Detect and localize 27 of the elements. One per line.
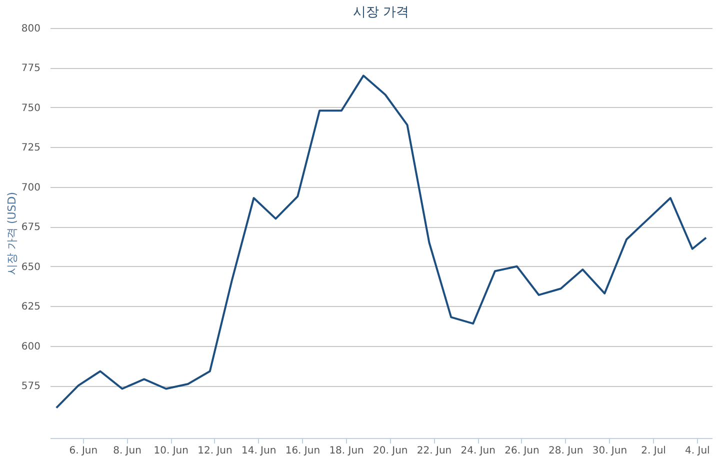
x-tick-label: 16. Jun xyxy=(285,446,320,456)
y-tick-label: 725 xyxy=(21,142,40,154)
y-tick-label: 750 xyxy=(21,102,40,114)
y-tick-label: 650 xyxy=(21,262,40,273)
x-tick-label: 18. Jun xyxy=(329,446,364,456)
x-tick-label: 28. Jun xyxy=(548,446,584,456)
y-tick-label: 675 xyxy=(21,222,40,234)
x-tick-label: 8. Jun xyxy=(113,446,142,456)
x-tick-label: 30. Jun xyxy=(592,446,628,456)
y-tick-label: 775 xyxy=(21,63,40,74)
y-tick-label: 575 xyxy=(21,381,40,392)
x-tick-label: 26. Jun xyxy=(504,446,540,456)
y-tick-label: 700 xyxy=(21,182,40,194)
x-tick-label: 6. Jun xyxy=(69,446,98,456)
x-tick-label: 2. Jul xyxy=(641,446,666,456)
x-tick-label: 20. Jun xyxy=(373,446,408,456)
x-tick-label: 14. Jun xyxy=(241,446,276,456)
chart-title: 시장 가격 xyxy=(352,5,410,20)
y-tick-label: 625 xyxy=(21,302,40,313)
x-tick-label: 22. Jun xyxy=(416,446,452,456)
y-axis-title: 시장 가격 (USD) xyxy=(5,192,18,276)
y-tick-label: 600 xyxy=(21,341,40,352)
y-tick-label: 800 xyxy=(21,24,40,34)
x-tick-label: 24. Jun xyxy=(460,446,496,456)
x-tick-label: 12. Jun xyxy=(198,446,232,456)
x-tick-label: 10. Jun xyxy=(154,446,188,456)
x-tick-label: 4. Jul xyxy=(685,446,710,456)
